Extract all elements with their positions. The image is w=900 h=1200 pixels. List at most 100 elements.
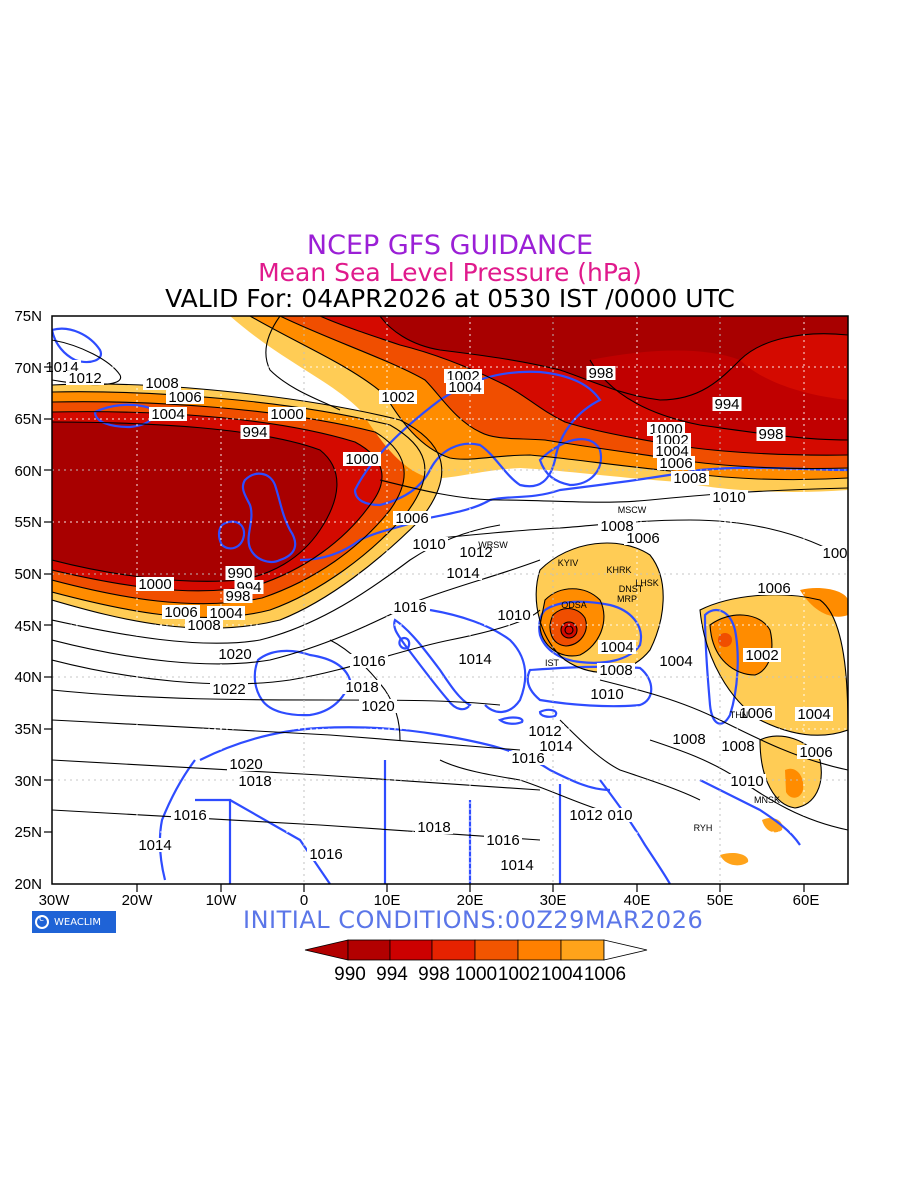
isobar-label: 990 [225,565,255,582]
svg-text:1008: 1008 [721,738,754,755]
lat-label: 70N [14,360,42,377]
isobar-label: 1008 [598,518,636,535]
coast-greenland [52,327,103,364]
low-arabia-pale [720,852,749,866]
isobar-21 [539,588,605,657]
isobar-label: 1020 [359,698,397,715]
isobar-label: 1018 [415,819,453,836]
isobar-label: 100 [820,545,850,562]
isobar-label: 1012 [567,807,605,824]
lat-label: 60N [14,463,42,480]
lat-label: 65N [14,411,42,428]
coast-redsea [599,779,671,884]
svg-text:994: 994 [242,424,267,441]
coast-blacksea [538,600,643,664]
lon-label: 60E [793,892,820,909]
colorbar-swatch [517,939,562,961]
low-east-pale [800,588,848,617]
isobar-label: 998 [756,426,786,443]
weaclim-badge[interactable]: WEACLIM [32,911,116,933]
colorbar-cap-left [304,939,349,961]
svg-text:1004: 1004 [659,653,692,670]
isobar-label: 1014 [136,837,174,854]
svg-text:1014: 1014 [539,738,572,755]
svg-text:1006: 1006 [168,389,201,406]
plot-frame [51,315,849,885]
isobar-label: 1016 [391,599,429,616]
svg-text:1004: 1004 [209,605,242,622]
svg-text:1014: 1014 [446,565,479,582]
city-label: MSCW [618,505,647,515]
svg-text:1002: 1002 [381,389,414,406]
lat-label: 45N [14,618,42,635]
latitude-labels: 75N 70N 65N 60N 55N 50N 45N 40N 35N 30N … [14,308,42,893]
svg-text:994: 994 [714,396,739,413]
svg-text:1018: 1018 [417,819,450,836]
axis-ticks [44,366,805,892]
svg-text:1010: 1010 [497,607,530,624]
svg-text:1014: 1014 [458,651,491,668]
isobar-label: 1004 [207,605,245,622]
isobar-label: 1012 [457,544,495,561]
city-label: KYIV [558,558,579,568]
svg-text:1012: 1012 [459,544,492,561]
city-label: IST [545,658,560,668]
badge-label: WEACLIM [54,916,102,928]
isobar-label: 1006 [755,580,793,597]
isobar-label: 1018 [343,679,381,696]
coast-italy [393,618,472,711]
isobar-18 [379,316,848,401]
city-label: RYH [694,823,713,833]
colorbar-label: 990 [334,964,366,985]
isobar-32 [559,719,701,801]
lat-label: 40N [14,669,42,686]
colorbar-label: 1002 [498,964,540,985]
coast-africa-west [158,759,196,881]
longitude-labels: 30W 20W 10W 0 10E 20E 30E 40E 50E 60E [39,892,820,909]
svg-text:1004: 1004 [151,406,184,423]
isobar-label: 1014 [456,651,494,668]
svg-text:998: 998 [588,365,613,382]
svg-text:1016: 1016 [486,832,519,849]
low-caspian-core [718,633,732,647]
isobar-label: 1020 [216,646,254,663]
isobar-27 [759,735,822,809]
lon-label: 20W [122,892,154,909]
city-label: DNST [619,584,644,594]
city-label: MRP [617,594,637,604]
lon-label: 30E [540,892,567,909]
lon-label: 40E [624,892,651,909]
low-north-deep-east [590,350,848,440]
isobar-label: 994 [712,396,742,413]
city-label: LHSK [635,578,659,588]
svg-text:1000: 1000 [270,406,303,423]
city-label: ODSA [561,600,587,610]
isobar-label: 1008 [143,375,181,392]
svg-text:1004: 1004 [600,639,633,656]
svg-text:1008: 1008 [672,731,705,748]
svg-text:1014: 1014 [500,857,533,874]
isobar-label: 1020 [227,756,265,773]
svg-text:1016: 1016 [352,653,385,670]
coast-ireland [217,520,246,550]
isobar-34 [329,639,401,741]
colorbar-swatch [560,939,605,961]
isobar-label: 1016 [350,653,388,670]
isobar-17 [319,316,848,456]
svg-text:100: 100 [822,545,847,562]
low-blacksea-core [561,622,577,638]
isobar-label: 1002 [379,389,417,406]
svg-text:1004: 1004 [797,706,830,723]
lat-label: 50N [14,566,42,583]
isobar-label: 1004 [149,406,187,423]
isobar-9 [52,689,501,706]
isobar-label: 1010 [588,686,626,703]
isobar-8 [52,609,541,685]
svg-text:1020: 1020 [361,698,394,715]
isobar-label: 1000 [136,576,174,593]
svg-text:1000: 1000 [345,451,378,468]
isobar-3 [52,411,383,592]
border-africa-2 [229,799,331,884]
svg-text:1016: 1016 [511,750,544,767]
